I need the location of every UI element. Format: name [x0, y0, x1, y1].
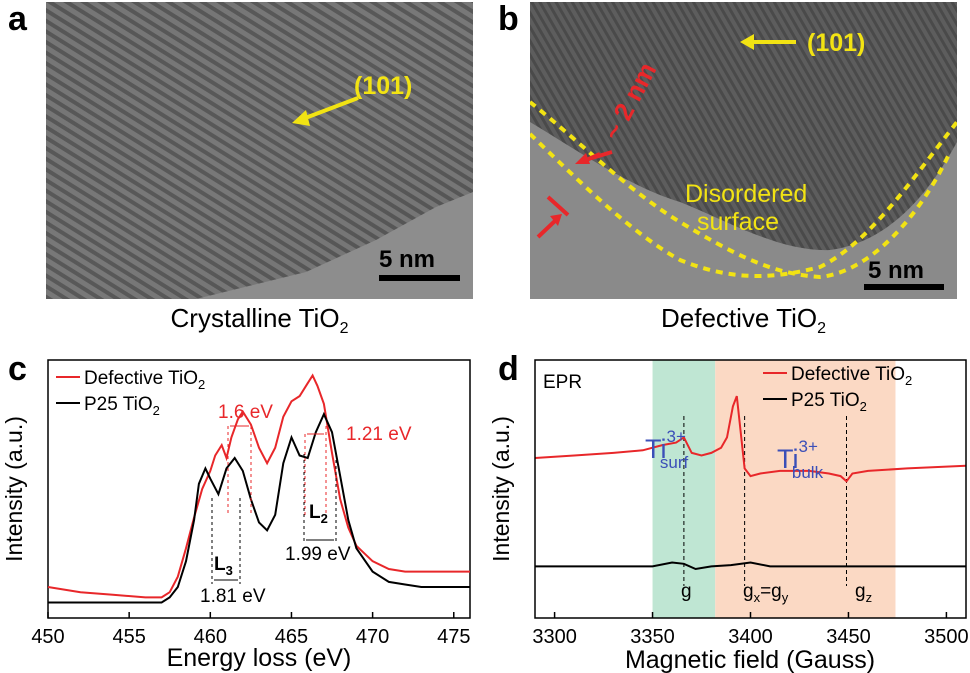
panel-a-letter: a	[8, 0, 27, 38]
hrtem-image-defective: (101) ~ 2 nm Disordered surface 5 nm	[530, 2, 957, 299]
gap-annotation-red-1: 1.6 eV	[218, 402, 273, 516]
x-tick-label-d: 3400	[728, 626, 773, 648]
plane-label-a: (101)	[354, 72, 412, 100]
legend-label-p25: P25 TiO2	[84, 394, 160, 418]
panel-c-letter: c	[8, 350, 27, 388]
legend-label-defective-d: Defective TiO2	[791, 364, 912, 388]
black-gap-label-2: 1.99 eV	[285, 544, 351, 565]
gap-annotation-red-2: 1.21 eV	[304, 424, 412, 516]
edge-label-L2: L2	[309, 502, 328, 526]
thickness-arrows	[536, 150, 613, 239]
panel-b-letter: b	[498, 0, 519, 38]
epr-chart: 3300 3350 3400 3450 3500 EPR Defective TiO2 …	[488, 359, 969, 673]
edge-label-L3: L3	[214, 554, 233, 578]
series-line-p25-d	[535, 561, 966, 571]
outer-boundary-dashed	[530, 100, 952, 280]
y-axis-label-d: Intensity (a.u.)	[488, 416, 514, 562]
eels-chart: 450 455 460 465 470 475 Defective TiO2 P25 Ti…	[1, 359, 471, 672]
x-axis-label-d: Magnetic field (Gauss)	[625, 646, 875, 673]
crystalline-core	[530, 2, 957, 251]
ti-bulk-label: Ti3+ bulk	[777, 437, 824, 482]
amorphous-edge-region	[196, 192, 473, 299]
regions-d	[652, 360, 896, 618]
x-ticks-c: 450 455 460 465 470 475	[31, 612, 470, 648]
y-axis-label-c: Intensity (a.u.)	[1, 416, 27, 562]
plane-label-b: (101)	[807, 29, 865, 57]
gap-annotation-black-2: L2 1.99 eV	[285, 454, 351, 565]
series-line-defective-d	[534, 395, 967, 483]
region-label-line2: surface	[697, 208, 779, 236]
series-lines-d	[534, 395, 967, 571]
hrtem-image-crystalline: (101) 5 nm	[46, 2, 473, 299]
x-tick-label-d: 3350	[630, 626, 675, 648]
black-gap-label-1: 1.81 eV	[200, 586, 266, 607]
marker-label-gxgy: gx=gy	[743, 581, 789, 605]
red-gap-label-2: 1.21 eV	[346, 424, 412, 445]
plane-arrow-b	[740, 34, 796, 50]
x-tick-label-c: 455	[112, 626, 145, 648]
red-gap-label-1: 1.6 eV	[218, 402, 273, 423]
bulk-region-band	[715, 360, 896, 618]
scalebar-label-b: 5 nm	[868, 257, 924, 284]
marker-label-gz: gz	[855, 581, 872, 605]
caption-a: Crystalline TiO2	[170, 303, 349, 338]
panel-d-letter: d	[498, 350, 519, 388]
plot-frame-c	[47, 359, 471, 619]
series-lines-c	[47, 373, 470, 604]
marker-label-g: g	[681, 581, 692, 602]
legend-label-defective: Defective TiO2	[84, 368, 205, 392]
x-tick-label-d: 3300	[532, 626, 577, 648]
markers-d	[683, 416, 847, 586]
gap-annotation-black-1: L3 1.81 eV	[200, 498, 266, 607]
legend-c: Defective TiO2 P25 TiO2	[56, 368, 205, 418]
plane-arrow	[292, 96, 359, 126]
legend-d: Defective TiO2 P25 TiO2	[763, 364, 912, 414]
x-axis-label-c: Energy loss (eV)	[167, 644, 352, 672]
x-tick-label-c: 450	[31, 626, 64, 648]
series-line-p25	[48, 411, 470, 604]
ti-surf-label: Ti3+ surf	[645, 427, 689, 472]
x-tick-label-c: 470	[356, 626, 389, 648]
x-tick-label-d: 3450	[826, 626, 871, 648]
legend-label-p25-d: P25 TiO2	[791, 390, 867, 414]
x-tick-label-c: 460	[194, 626, 227, 648]
epr-label: EPR	[543, 372, 582, 393]
x-tick-label-d: 3500	[924, 626, 969, 648]
region-label-line1: Disordered	[685, 180, 807, 208]
scalebar-b	[864, 284, 944, 290]
scalebar-a	[379, 275, 460, 281]
x-tick-label-c: 475	[437, 626, 470, 648]
scalebar-label-a: 5 nm	[379, 246, 435, 273]
x-tick-label-c: 465	[275, 626, 308, 648]
x-ticks-d: 3300 3350 3400 3450 3500	[532, 612, 969, 648]
caption-b: Defective TiO2	[661, 303, 826, 338]
